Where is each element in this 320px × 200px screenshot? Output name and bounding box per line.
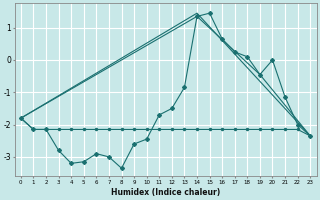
X-axis label: Humidex (Indice chaleur): Humidex (Indice chaleur) <box>111 188 220 197</box>
